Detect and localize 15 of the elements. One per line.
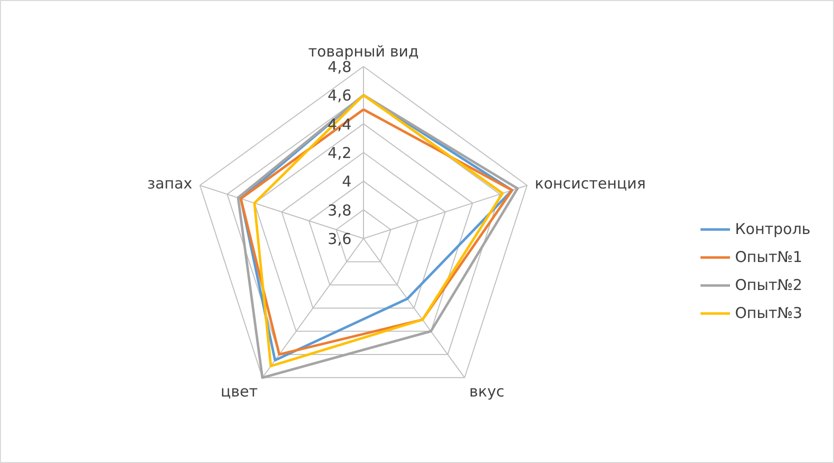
y-tick-label: 3,6 (328, 230, 352, 248)
y-tick-label: 4 (342, 172, 352, 191)
legend-label: Опыт№1 (735, 248, 802, 266)
spoke-label: запах (147, 174, 192, 192)
y-tick-label: 4,8 (328, 58, 352, 76)
y-tick-label: 3,8 (328, 201, 352, 220)
spoke-label: товарный вид (308, 42, 419, 60)
legend-label: Опыт№3 (735, 304, 802, 322)
spoke-label: цвет (220, 382, 258, 401)
spoke-label: консистенция (534, 174, 646, 192)
spoke-label: вкус (469, 382, 504, 401)
legend-label: Контроль (735, 220, 810, 238)
y-tick-label: 4,6 (328, 86, 352, 105)
legend-label: Опыт№2 (735, 276, 802, 294)
y-tick-label: 4,2 (328, 144, 352, 162)
